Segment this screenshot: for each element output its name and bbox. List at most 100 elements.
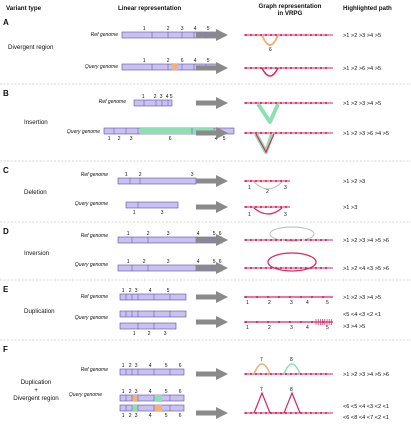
- graph-node: [284, 33, 288, 37]
- graph-node: [264, 205, 268, 209]
- graph-node: [269, 266, 273, 270]
- graph-node: [288, 320, 292, 324]
- graph-node: [244, 372, 248, 376]
- graph-node: [294, 372, 298, 376]
- segment-number: 4: [197, 259, 200, 265]
- graph-node: [304, 33, 308, 37]
- graph-node: [259, 205, 263, 209]
- genome-labels: Ref genome Query genome Ref genome Query…: [67, 32, 126, 398]
- segment-number: 5: [223, 136, 226, 142]
- segment-number: 1: [122, 288, 125, 294]
- graph-node: [249, 372, 253, 376]
- linear-genome-bars: 1 2 3 4 51 2 6 4 51 2 3 4 51 2 3 6 4 51 2 31 31 2 3 4 5 61 2 3 4 5 61 2…: [103, 26, 235, 419]
- variant-segment: [154, 395, 162, 401]
- transform-arrow: [196, 127, 228, 139]
- graph-node: [309, 66, 313, 70]
- graph-node: [274, 238, 278, 242]
- graph-node: [319, 238, 323, 242]
- variant-type-b: Insertion: [24, 119, 48, 126]
- graph-node: [324, 66, 328, 70]
- segment-number: 6: [169, 136, 172, 142]
- segment-number: 5: [207, 26, 210, 32]
- segment-number: 1: [127, 259, 130, 265]
- node-label: 3: [284, 185, 287, 191]
- graph-node: [264, 179, 268, 183]
- graph-node: [299, 101, 303, 105]
- graph-node: [254, 101, 258, 105]
- segment-number: 2: [147, 231, 150, 237]
- segment-number: 5: [213, 231, 216, 237]
- segment-number: 4: [149, 389, 152, 395]
- graph-e-query: 1 2 3 4 5: [244, 321, 333, 331]
- graph-node: [314, 131, 318, 135]
- graph-node: [289, 66, 293, 70]
- genome-bar: [119, 310, 187, 318]
- graph-node: [310, 295, 314, 299]
- graph-node: [279, 411, 283, 415]
- segment-number: 3: [161, 210, 164, 216]
- graph-node: [284, 66, 288, 70]
- genome-bar: [119, 293, 187, 301]
- segment-number: 6: [181, 58, 184, 64]
- graph-variant-arc: [261, 34, 279, 46]
- graph-node: [264, 372, 268, 376]
- segment-number: 1: [122, 413, 125, 419]
- segment-number: 4: [149, 363, 152, 369]
- ref-genome-label-c: Ref genome: [81, 172, 108, 178]
- graph-representations: 6 1 2 3 1 3: [244, 33, 333, 415]
- graph-node: [264, 266, 268, 270]
- segment-number: 4: [194, 26, 197, 32]
- segment-number: 5: [207, 58, 210, 64]
- graph-node: [259, 101, 263, 105]
- graph-node: [279, 33, 283, 37]
- graph-node: [264, 33, 268, 37]
- query-genome-label-f: Query genome: [69, 392, 102, 398]
- segment-number: 2: [129, 288, 132, 294]
- graph-node: [269, 66, 273, 70]
- graph-node: [319, 33, 323, 37]
- query-genome-label-c: Query genome: [75, 201, 108, 207]
- ref-genome-label-d: Ref genome: [81, 233, 108, 239]
- graph-node: [255, 295, 259, 299]
- segment-number: 6: [179, 363, 182, 369]
- graph-node: [269, 238, 273, 242]
- graph-node: [249, 266, 253, 270]
- segment-number: 5: [165, 389, 168, 395]
- graph-f-query: 7 8: [244, 387, 333, 414]
- query-genome-label-e: Query genome: [75, 315, 108, 321]
- graph-node: [274, 266, 278, 270]
- path-d-ref: >1 >2 >3 >4 >5 >6: [343, 238, 389, 244]
- node-label: 1: [248, 212, 251, 218]
- node-label: 1: [248, 185, 251, 191]
- segment-number: 1: [142, 94, 145, 100]
- path-e-query-1: <5 <4 <3 <2 <1: [343, 312, 381, 318]
- graph-node: [309, 372, 313, 376]
- graph-node: [319, 66, 323, 70]
- graph-node: [289, 372, 293, 376]
- graph-node: [249, 101, 253, 105]
- graph-node: [289, 33, 293, 37]
- graph-d-ref: [244, 226, 333, 242]
- graph-node: [288, 295, 292, 299]
- node-label: 5: [326, 300, 329, 306]
- graph-node: [309, 266, 313, 270]
- graph-node: [304, 66, 308, 70]
- node-label-6: 6: [269, 47, 272, 53]
- graph-node: [279, 372, 283, 376]
- segment-number: 2: [143, 259, 146, 265]
- graph-node: [269, 101, 273, 105]
- path-b-query: >1 >2 >3 >6 >4 >5: [343, 131, 389, 137]
- panel-letter-f: F: [3, 345, 8, 354]
- graph-node: [266, 295, 270, 299]
- graph-node: [244, 205, 248, 209]
- variant-type-f-line3: Divergent region: [13, 395, 59, 402]
- graph-node: [294, 33, 298, 37]
- graph-node: [289, 131, 293, 135]
- graph-node: [259, 238, 263, 242]
- graph-node: [244, 33, 248, 37]
- graph-deletion-arc: [253, 181, 283, 190]
- graph-node: [264, 66, 268, 70]
- node-label: 4: [306, 300, 309, 306]
- graph-node: [254, 266, 258, 270]
- header-linear: Linear representation: [118, 5, 181, 12]
